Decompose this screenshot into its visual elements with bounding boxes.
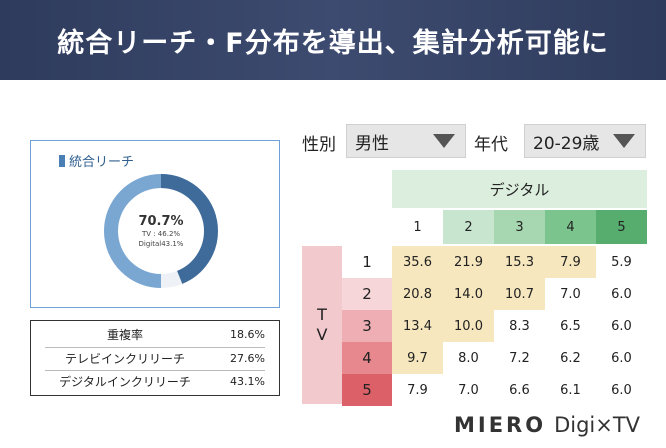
matrix-cell: 10.7 <box>494 278 545 310</box>
age-select-value: 20-29歳 <box>533 133 600 154</box>
digital-col-header: 3 <box>494 210 545 244</box>
matrix-cell: 6.0 <box>611 318 632 334</box>
matrix-cell: 6.0 <box>611 382 632 398</box>
digital-col-header: 2 <box>443 210 494 244</box>
matrix-cell: 5.9 <box>611 254 632 270</box>
matrix-cell: 9.7 <box>392 342 443 374</box>
reach-breakdown-table: 重複率 18.6% テレビインクリリーチ 27.6% デジタルインクリリーチ 4… <box>30 320 280 396</box>
page-header: 統合リーチ・F分布を導出、集計分析可能に <box>0 0 666 80</box>
digital-header: デジタル <box>392 170 647 208</box>
donut-segment-dark <box>104 174 218 288</box>
age-label: 年代 <box>474 135 508 155</box>
reach-card-title: 統合リーチ <box>59 151 134 170</box>
reach-donut-chart <box>104 174 218 288</box>
matrix-cell: 15.3 <box>494 246 545 278</box>
donut-center: 70.7% TV : 46.2% Digital43.1% <box>101 171 221 291</box>
breakdown-label: テレビインクリリーチ <box>64 352 185 366</box>
tv-row-header: 2 <box>342 278 392 310</box>
breakdown-row: テレビインクリリーチ 27.6% <box>45 347 265 369</box>
digital-col-header: 1 <box>392 210 443 244</box>
tv-header: T V <box>302 246 342 404</box>
chevron-down-icon <box>613 134 635 148</box>
reach-digital: Digital43.1% <box>138 239 184 248</box>
title-marker-icon <box>59 154 65 167</box>
gender-select[interactable]: 男性 <box>346 124 466 158</box>
gender-select-value: 男性 <box>355 133 389 154</box>
tv-row-header: 1 <box>342 246 392 278</box>
breakdown-label: デジタルインクリリーチ <box>59 375 191 389</box>
matrix-cell: 6.0 <box>611 350 632 366</box>
breakdown-row: デジタルインクリリーチ 43.1% <box>45 370 265 392</box>
tv-row-header: 5 <box>342 374 392 406</box>
breakdown-value: 43.1% <box>230 375 265 388</box>
matrix-cell: 14.0 <box>443 278 494 310</box>
breakdown-value: 18.6% <box>230 327 265 341</box>
brand-digitv: Digi×TV <box>554 413 641 437</box>
matrix-cell: 10.0 <box>443 310 494 342</box>
chevron-down-icon <box>433 134 455 148</box>
integrated-reach-card: 統合リーチ 70.7% TV : 46.2% Digital43.1% <box>30 140 280 308</box>
matrix-cell: 6.5 <box>560 318 581 334</box>
matrix-cell: 7.2 <box>509 350 530 366</box>
tv-row-header: 3 <box>342 310 392 342</box>
matrix-cell: 6.6 <box>509 382 530 398</box>
matrix-cell: 21.9 <box>443 246 494 278</box>
matrix-cell: 7.0 <box>560 286 581 302</box>
breakdown-row: 重複率 18.6% <box>45 323 265 345</box>
brand-logo: MIERO Digi×TV <box>454 410 640 440</box>
matrix-cell: 6.0 <box>611 286 632 302</box>
matrix-cell: 20.8 <box>392 278 443 310</box>
tv-row-header: 4 <box>342 342 392 374</box>
matrix-cell: 13.4 <box>392 310 443 342</box>
breakdown-value: 27.6% <box>230 352 265 365</box>
matrix-cell: 8.3 <box>509 318 530 334</box>
gender-label: 性別 <box>302 135 336 155</box>
reach-title-text: 統合リーチ <box>69 155 135 170</box>
digital-col-header: 5 <box>596 210 647 244</box>
brand-miero: MIERO <box>454 413 547 437</box>
reach-percent: 70.7% <box>138 213 184 229</box>
matrix-cell: 7.9 <box>545 246 596 278</box>
matrix-cell: 35.6 <box>392 246 443 278</box>
matrix-cell: 7.0 <box>458 382 479 398</box>
matrix-cell: 8.0 <box>458 350 479 366</box>
matrix-cell: 6.1 <box>560 382 581 398</box>
breakdown-label: 重複率 <box>106 327 143 342</box>
matrix-cell: 6.2 <box>560 350 581 366</box>
matrix-cell: 7.9 <box>407 382 428 398</box>
age-select[interactable]: 20-29歳 <box>524 124 646 158</box>
reach-tv: TV : 46.2% <box>141 229 181 238</box>
tv-header-t: T <box>317 305 327 324</box>
tv-header-v: V <box>316 325 328 344</box>
page-title: 統合リーチ・F分布を導出、集計分析可能に <box>57 27 609 59</box>
digital-col-header: 4 <box>545 210 596 244</box>
